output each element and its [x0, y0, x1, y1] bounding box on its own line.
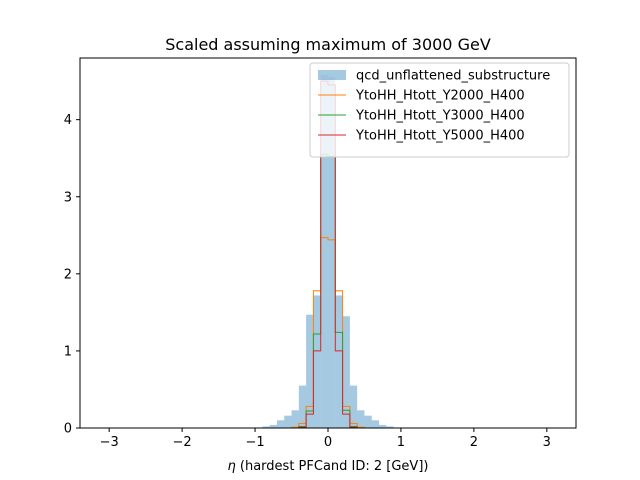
- x-axis-label-symbol: η: [228, 459, 236, 474]
- x-tick-label: 0: [324, 435, 332, 450]
- x-tick-label: 1: [397, 435, 405, 450]
- x-tick-label: 3: [543, 435, 551, 450]
- qcd-bar-5: [291, 410, 299, 428]
- qcd-bar-1: [262, 426, 270, 428]
- qcd-bar-17: [379, 424, 387, 428]
- legend-label: qcd_unflattened_substructure: [356, 69, 550, 84]
- legend-label: YtoHH_Htott_Y2000_H400: [355, 89, 525, 104]
- qcd-bar-7: [306, 314, 314, 428]
- qcd-bar-9: [320, 74, 328, 428]
- legend-swatch: [318, 70, 346, 80]
- qcd-bar-11: [335, 295, 343, 428]
- legend-label: YtoHH_Htott_Y3000_H400: [355, 109, 525, 124]
- legend-label: YtoHH_Htott_Y5000_H400: [355, 129, 525, 144]
- qcd-bar-3: [276, 420, 285, 428]
- y-tick-label: 3: [64, 190, 72, 205]
- x-axis-label-text: (hardest PFCand ID: 2 [GeV]): [236, 459, 429, 474]
- qcd-bar-10: [328, 77, 336, 428]
- legend: qcd_unflattened_substructure YtoHH_Htott_…: [309, 62, 570, 158]
- qcd-bar-8: [313, 295, 321, 428]
- y-axis: 0 1 2 3 4: [64, 113, 80, 437]
- x-tick-label: −3: [100, 435, 119, 450]
- qcd-bar-16: [371, 420, 380, 428]
- qcd-bar-18: [386, 426, 394, 428]
- y-tick-label: 2: [64, 267, 72, 282]
- x-axis: −3 −2 −1 0 1 2 3: [100, 428, 551, 450]
- qcd-bar-14: [357, 410, 365, 428]
- qcd-bar-4: [284, 415, 292, 428]
- y-tick-label: 0: [64, 422, 72, 437]
- chart-title: Scaled assuming maximum of 3000 GeV: [165, 35, 491, 54]
- qcd-bar-13: [349, 385, 358, 428]
- qcd-bar-15: [364, 415, 372, 428]
- y-tick-label: 1: [64, 344, 72, 359]
- y-tick-label: 4: [64, 113, 72, 128]
- x-tick-label: −1: [245, 435, 264, 450]
- qcd-bar-6: [298, 385, 307, 428]
- qcd-bar-2: [269, 424, 277, 428]
- x-tick-label: −2: [173, 435, 192, 450]
- x-tick-label: 2: [470, 435, 478, 450]
- qcd-bar-12: [342, 316, 350, 428]
- legend-box: [309, 62, 570, 158]
- x-axis-label: η (hardest PFCand ID: 2 [GeV]): [228, 459, 429, 474]
